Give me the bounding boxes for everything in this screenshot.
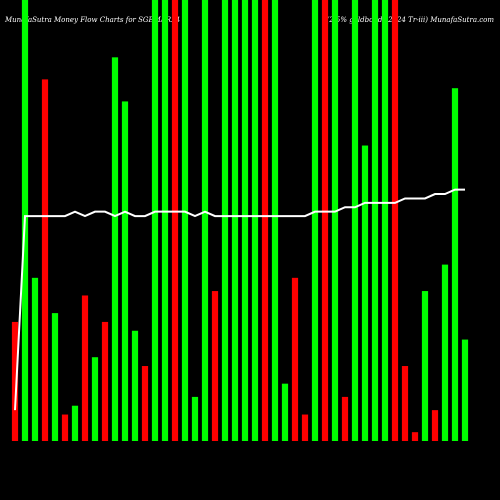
bar-24 — [251, 0, 259, 441]
bar-25 — [261, 0, 269, 441]
bar-43 — [441, 264, 449, 441]
bar-36 — [371, 0, 379, 441]
chart-title: MunafaSutra Money Flow Charts for SGBMAR… — [4, 16, 180, 24]
bar-27 — [281, 383, 289, 441]
bar-12 — [131, 330, 139, 441]
bar-2 — [31, 277, 39, 441]
bar-9 — [101, 321, 109, 441]
money-flow-line — [14, 188, 465, 411]
bar-37 — [381, 0, 389, 441]
bar-21 — [221, 0, 229, 441]
bar-7 — [81, 295, 89, 441]
bar-42 — [431, 410, 439, 441]
bar-39 — [401, 366, 409, 441]
bar-31 — [321, 0, 329, 441]
bar-45 — [461, 339, 469, 441]
bar-15 — [161, 0, 169, 441]
bar-28 — [291, 277, 299, 441]
bar-30 — [311, 0, 319, 441]
bar-11 — [121, 101, 129, 442]
bar-33 — [341, 396, 349, 441]
bar-40 — [411, 432, 419, 441]
bar-8 — [91, 357, 99, 441]
bar-34 — [351, 0, 359, 441]
bar-14 — [151, 0, 159, 441]
bar-19 — [201, 0, 209, 441]
bar-13 — [141, 366, 149, 441]
bar-22 — [231, 0, 239, 441]
bar-44 — [451, 88, 459, 441]
bar-29 — [301, 414, 309, 441]
bar-3 — [41, 79, 49, 441]
bar-23 — [241, 0, 249, 441]
bar-5 — [61, 414, 69, 441]
bar-20 — [211, 291, 219, 441]
bar-18 — [191, 396, 199, 441]
bar-0 — [11, 321, 19, 441]
bar-4 — [51, 313, 59, 441]
bar-6 — [71, 405, 79, 441]
bar-32 — [331, 0, 339, 441]
bar-26 — [271, 0, 279, 441]
bar-16 — [171, 0, 179, 441]
bar-series — [11, 0, 469, 442]
bar-41 — [421, 291, 429, 441]
bar-17 — [181, 0, 189, 441]
flow-line-layer — [14, 188, 465, 411]
bar-10 — [111, 57, 119, 441]
bar-38 — [391, 0, 399, 441]
bar-35 — [361, 145, 369, 441]
chart-subtitle: (2.5% goldbonds 2024 Tr-iii) MunafaSutra… — [326, 16, 494, 24]
